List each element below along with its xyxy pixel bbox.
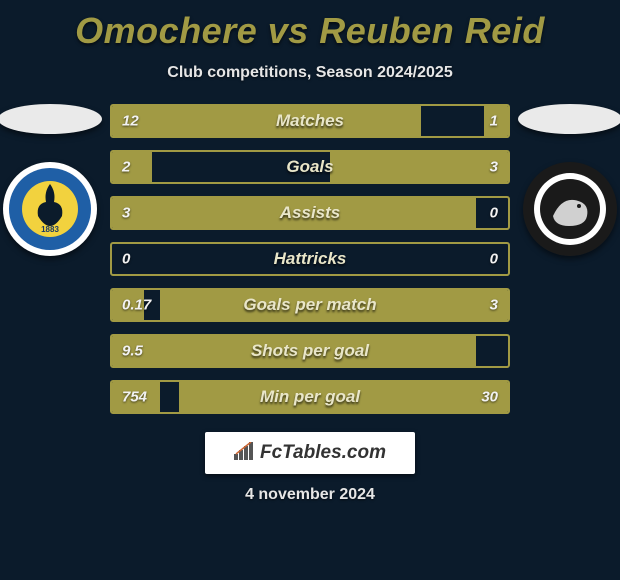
stat-value-right: 3 <box>490 297 498 314</box>
footer-brand-logo: FcTables.com <box>205 432 415 474</box>
stat-row: 12 1 Matches <box>110 104 510 138</box>
stat-value-left: 0.17 <box>122 297 151 314</box>
stat-label: Shots per goal <box>251 341 369 361</box>
player-left-avatar-placeholder <box>0 104 102 134</box>
subtitle: Club competitions, Season 2024/2025 <box>0 64 620 82</box>
stat-value-right: 0 <box>490 251 498 268</box>
page-title: Omochere vs Reuben Reid <box>0 0 620 52</box>
stat-row: 0.17 3 Goals per match <box>110 288 510 322</box>
stat-value-left: 2 <box>122 159 130 176</box>
stat-value-left: 12 <box>122 113 139 130</box>
stat-value-left: 754 <box>122 389 147 406</box>
stat-fill-left <box>112 106 421 136</box>
stat-row: 754 30 Min per goal <box>110 380 510 414</box>
player-right-avatar-placeholder <box>518 104 620 134</box>
club-badge-right <box>523 162 617 256</box>
stat-label: Goals <box>286 157 333 177</box>
date-label: 4 november 2024 <box>0 486 620 504</box>
stat-value-left: 9.5 <box>122 343 143 360</box>
player-right-column <box>510 104 620 256</box>
stat-fill-right <box>330 152 508 182</box>
footer-brand-text: FcTables.com <box>260 442 386 464</box>
player-left-column: 1883 <box>0 104 110 256</box>
stat-value-left: 3 <box>122 205 130 222</box>
svg-text:1883: 1883 <box>41 225 59 234</box>
stat-value-right: 3 <box>490 159 498 176</box>
chart-icon <box>234 442 254 465</box>
comparison-content: 1883 121Matches23Goals30Assists00Hattric… <box>0 104 620 414</box>
stat-value-left: 0 <box>122 251 130 268</box>
stat-label: Assists <box>280 203 340 223</box>
stat-row: 2 3 Goals <box>110 150 510 184</box>
stat-value-right: 0 <box>490 205 498 222</box>
stat-label: Hattricks <box>274 249 347 269</box>
stat-value-right: 1 <box>490 113 498 130</box>
stat-value-right: 30 <box>481 389 498 406</box>
stat-bars: 121Matches23Goals30Assists00Hattricks0.1… <box>110 104 510 414</box>
stat-fill-left <box>112 152 152 182</box>
stat-row: 3 0 Assists <box>110 196 510 230</box>
stat-row: 0 0 Hattricks <box>110 242 510 276</box>
stat-label: Goals per match <box>243 295 376 315</box>
stat-label: Min per goal <box>260 387 360 407</box>
stat-row: 9.5 Shots per goal <box>110 334 510 368</box>
club-badge-left: 1883 <box>3 162 97 256</box>
stat-label: Matches <box>276 111 344 131</box>
